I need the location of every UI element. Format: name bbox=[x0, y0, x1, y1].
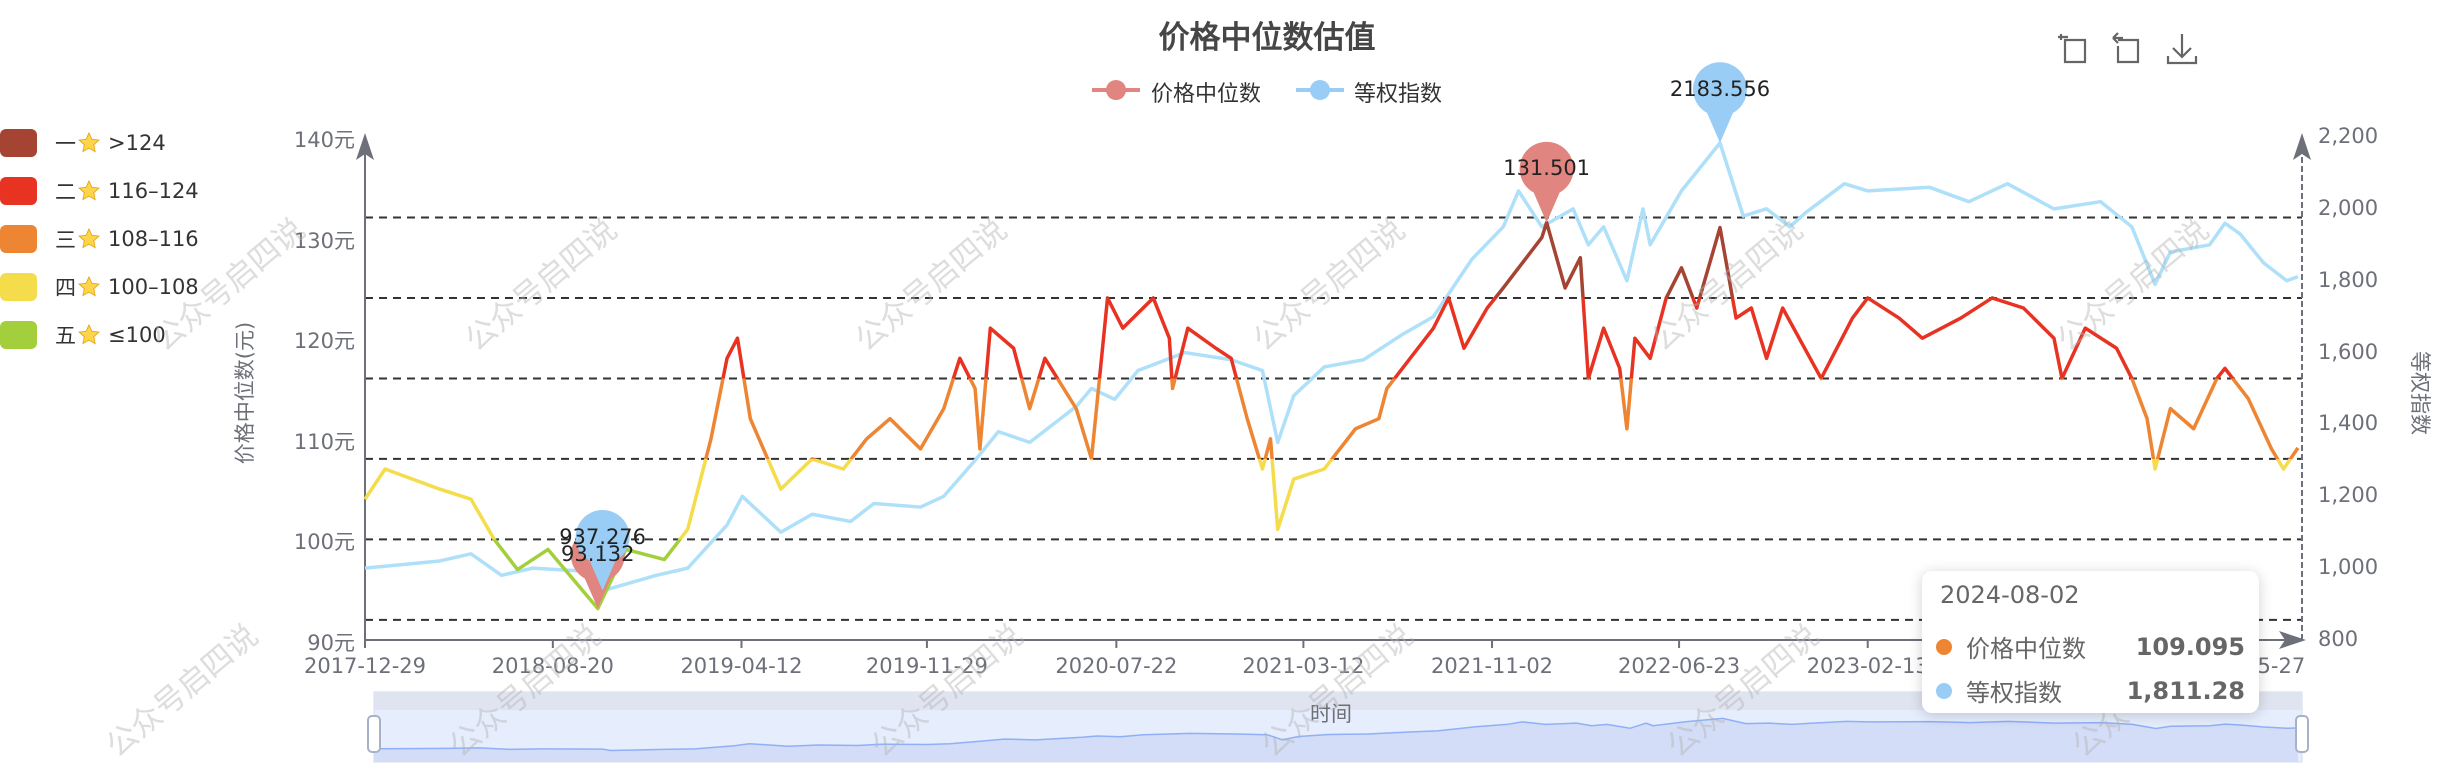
x-tick-label: 2022-06-23 bbox=[1618, 654, 1741, 678]
data-zoom-icon[interactable] bbox=[2055, 32, 2089, 66]
index-max-label: 2183.556 bbox=[1669, 76, 1771, 101]
tooltip-series-name: 等权指数 bbox=[1966, 679, 2062, 707]
legend-label: 价格中位数 bbox=[1151, 82, 1262, 107]
datazoom-move-bar[interactable] bbox=[374, 692, 2302, 710]
range-label: 116–124 bbox=[108, 179, 199, 203]
price-max-pin bbox=[1519, 141, 1574, 223]
tooltip-row-price-median: 价格中位数 109.095 bbox=[1936, 629, 2245, 664]
y-left-tick-label: 130元 bbox=[293, 228, 355, 253]
index-max-pin bbox=[1693, 62, 1748, 143]
datazoom-line bbox=[373, 717, 2299, 752]
series-line-price-median bbox=[363, 220, 2300, 611]
axis-arrow-icon bbox=[2293, 133, 2311, 160]
star-icon bbox=[78, 276, 100, 297]
datazoom-label: 时间 bbox=[1310, 702, 1352, 726]
star-icon bbox=[78, 180, 100, 201]
y-left-tick-label: 140元 bbox=[293, 128, 355, 152]
download-icon[interactable] bbox=[2165, 32, 2199, 66]
price-max-label: 131.501 bbox=[1503, 156, 1591, 181]
color-swatch bbox=[0, 321, 37, 349]
tooltip-value: 109.095 bbox=[2135, 632, 2245, 661]
visual-map-item-2[interactable]: 二 116–124 bbox=[0, 176, 199, 206]
visual-map-item-4[interactable]: 四 100–108 bbox=[0, 272, 199, 302]
range-label: >124 bbox=[108, 131, 166, 155]
rank-label: 五 bbox=[55, 324, 76, 348]
y-left-tick-label: 110元 bbox=[293, 429, 355, 454]
rank-label: 三 bbox=[55, 228, 76, 252]
chart-title: 价格中位数估值 bbox=[1158, 20, 1376, 56]
axis-arrow-icon bbox=[356, 133, 374, 160]
star-icon bbox=[78, 324, 100, 345]
legend-label: 等权指数 bbox=[1354, 82, 1443, 107]
datazoom-area bbox=[374, 718, 2299, 762]
color-swatch bbox=[0, 129, 37, 157]
y-right-tick-label: 2,000 bbox=[2318, 195, 2379, 220]
series-line-equal-weight-index bbox=[364, 141, 2299, 593]
star-icon bbox=[78, 228, 100, 249]
y-right-tick-label: 1,800 bbox=[2318, 267, 2379, 292]
series-dot-icon bbox=[1936, 682, 1952, 699]
visual-map-item-1[interactable]: 一 >124 bbox=[0, 128, 166, 158]
x-tick-label: 2019-11-29 bbox=[865, 654, 988, 678]
color-swatch bbox=[0, 225, 37, 253]
datazoom-left-handle[interactable] bbox=[367, 715, 381, 753]
range-label: ≤100 bbox=[108, 323, 166, 347]
legend-line-circle-icon bbox=[1092, 80, 1140, 100]
star-icon bbox=[78, 132, 100, 153]
legend-line-circle-icon bbox=[1296, 80, 1344, 100]
axis-arrow-icon bbox=[2279, 631, 2306, 649]
y-left-tick-label: 100元 bbox=[293, 530, 355, 555]
range-label: 100–108 bbox=[108, 275, 199, 299]
x-tick-label: 2021-11-02 bbox=[1431, 654, 1554, 678]
y-right-tick-label: 1,200 bbox=[2318, 483, 2379, 508]
y-right-tick-label: 800 bbox=[2318, 627, 2359, 651]
y-left-tick-label: 90元 bbox=[307, 631, 355, 655]
tooltip-date: 2024-08-02 bbox=[1940, 581, 2080, 609]
rank-label: 一 bbox=[55, 132, 76, 156]
y-right-tick-label: 1,400 bbox=[2318, 411, 2379, 436]
y-right-tick-label: 1,600 bbox=[2318, 339, 2379, 364]
y-right-tick-label: 2,200 bbox=[2318, 124, 2379, 148]
series-dot-icon bbox=[1936, 638, 1952, 655]
price-min-label: 93.132 bbox=[561, 542, 635, 567]
x-tick-label: 2019-04-12 bbox=[680, 654, 803, 678]
x-tick-label: 2020-07-22 bbox=[1055, 654, 1178, 678]
x-tick-label: 2017-12-29 bbox=[303, 654, 427, 678]
index-min-label: 937.276 bbox=[559, 524, 647, 549]
rank-label: 二 bbox=[55, 180, 76, 204]
tooltip-value: 1,811.28 bbox=[2126, 676, 2245, 705]
tooltip-row-equal-weight-index: 等权指数 1,811.28 bbox=[1936, 673, 2245, 708]
y-left-tick-label: 120元 bbox=[293, 329, 355, 354]
y-left-axis-name: 价格中位数(元) bbox=[233, 321, 257, 465]
index-min-pin bbox=[575, 510, 630, 591]
visual-map-item-3[interactable]: 三 108–116 bbox=[0, 224, 199, 254]
y-right-tick-label: 1,000 bbox=[2318, 555, 2379, 580]
range-label: 108–116 bbox=[108, 227, 199, 251]
color-swatch bbox=[0, 177, 37, 205]
x-tick-label: 2023-02-13 bbox=[1806, 654, 1929, 678]
visual-map-item-5[interactable]: 五 ≤100 bbox=[0, 320, 166, 350]
zoom-reset-icon[interactable] bbox=[2110, 32, 2144, 66]
x-tick-label: 2021-03-12 bbox=[1242, 654, 1365, 678]
tooltip: 2024-08-02 价格中位数 109.095 等权指数 1,811.28 bbox=[1922, 571, 2259, 713]
datazoom-right-handle[interactable] bbox=[2295, 715, 2309, 753]
tooltip-series-name: 价格中位数 bbox=[1966, 635, 2086, 663]
x-tick-label: 2018-08-20 bbox=[491, 654, 614, 678]
rank-label: 四 bbox=[55, 276, 76, 300]
color-swatch bbox=[0, 273, 37, 301]
y-right-axis-name: 等权指数 bbox=[2408, 351, 2432, 435]
